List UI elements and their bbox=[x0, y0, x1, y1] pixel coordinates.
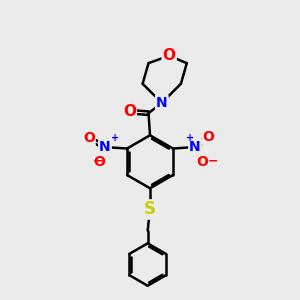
Text: O: O bbox=[83, 131, 95, 145]
Text: O: O bbox=[123, 104, 136, 119]
Text: O: O bbox=[196, 155, 208, 169]
Text: +: + bbox=[111, 133, 120, 143]
Text: N: N bbox=[99, 140, 111, 154]
Text: +: + bbox=[186, 133, 194, 143]
Text: −: − bbox=[208, 155, 218, 168]
Text: O: O bbox=[202, 130, 214, 144]
Text: −: − bbox=[93, 155, 103, 168]
Text: N: N bbox=[189, 140, 201, 154]
Text: O: O bbox=[163, 48, 176, 63]
Text: N: N bbox=[156, 96, 168, 110]
Text: O: O bbox=[93, 155, 105, 169]
Text: S: S bbox=[144, 200, 156, 218]
